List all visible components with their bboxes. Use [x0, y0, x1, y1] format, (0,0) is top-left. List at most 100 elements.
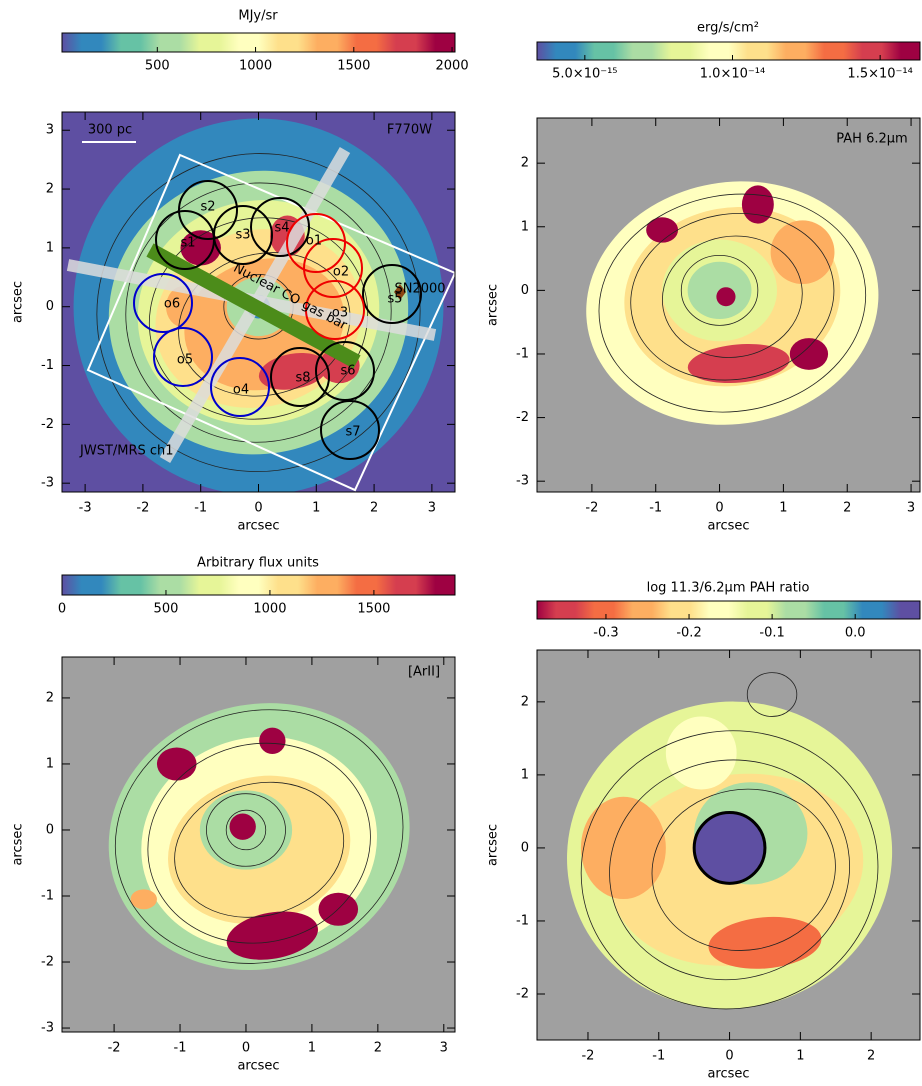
map-region: [226, 911, 318, 960]
colorbar-tick-label: 500: [154, 602, 179, 617]
contour: [680, 254, 759, 326]
y-tick-label: -1: [516, 346, 529, 361]
map-region: [580, 796, 666, 900]
colorbar: [536, 600, 921, 620]
x-axis-label: arcsec: [707, 1067, 749, 1082]
x-tick-label: -2: [108, 1041, 121, 1056]
y-axis-label: arcsec: [486, 284, 501, 326]
y-axis-label: arcsec: [11, 281, 26, 323]
plot-frame: [61, 656, 456, 1033]
contour: [206, 793, 286, 867]
x-tick-label: -2: [581, 1049, 594, 1064]
colorbar-label: Arbitrary flux units: [197, 556, 319, 571]
x-tick-label: 1: [779, 501, 787, 516]
contour: [580, 730, 879, 1010]
colorbar-label: erg/s/cm²: [697, 21, 759, 36]
y-tick-label: 3: [46, 123, 54, 138]
map: [537, 118, 920, 492]
map-region: [665, 716, 737, 790]
x-tick-label: 2: [370, 501, 378, 516]
contour: [598, 193, 867, 413]
x-tick-label: 1: [796, 1049, 804, 1064]
map-region: [646, 217, 679, 243]
map-region: [156, 747, 197, 781]
colorbar-tick-label: 0: [58, 602, 66, 617]
y-axis-label: arcsec: [486, 824, 501, 866]
y-tick-label: 2: [46, 182, 54, 197]
x-tick-label: 2: [867, 1049, 875, 1064]
aperture: [210, 357, 270, 417]
y-tick-label: 1: [46, 240, 54, 255]
map-region: [259, 727, 286, 755]
annotation: o2: [333, 265, 349, 280]
map: [62, 657, 455, 1032]
colorbar: [536, 41, 921, 61]
annotation: F770W: [387, 123, 432, 138]
x-tick-label: 0: [254, 501, 262, 516]
map-region: [789, 338, 829, 370]
sn-marker: [394, 284, 406, 300]
annotation: o5: [177, 353, 193, 368]
x-tick-label: 1: [308, 1041, 316, 1056]
y-tick-label: 1: [46, 756, 54, 771]
colorbar-tick-label: 1.0×10⁻¹⁴: [700, 67, 765, 82]
aperture: [178, 180, 238, 240]
x-tick-label: -1: [174, 1041, 187, 1056]
colorbar-tick-label: -0.2: [676, 626, 701, 641]
aperture: [362, 264, 422, 324]
colorbar-tick-label: 1000: [253, 602, 286, 617]
contour: [746, 672, 798, 717]
map-region: [716, 287, 736, 307]
contour: [147, 742, 371, 944]
x-tick-label: 2: [374, 1041, 382, 1056]
annotation: PAH 6.2μm: [836, 132, 907, 147]
aperture: [320, 400, 380, 460]
slit-box: [86, 153, 455, 492]
colorbar-label: MJy/sr: [238, 9, 278, 24]
colorbar: [61, 32, 456, 53]
y-tick-label: -3: [516, 474, 529, 489]
colorbar-tick-label: -0.1: [759, 626, 784, 641]
map-region: [741, 185, 774, 224]
colorbar-tick-label: 1000: [239, 59, 272, 74]
y-tick-label: -1: [516, 913, 529, 928]
contour: [661, 235, 803, 358]
x-tick-label: 0: [242, 1041, 250, 1056]
colorbar-tick-label: 0.0: [845, 626, 866, 641]
annotation: 300 pc: [88, 123, 132, 138]
annotation: s3: [235, 228, 250, 243]
x-tick-label: 0: [715, 501, 723, 516]
colorbar-tick-label: -0.3: [593, 626, 618, 641]
x-tick-label: 3: [428, 501, 436, 516]
x-axis-label: arcsec: [237, 519, 279, 534]
map-region: [708, 916, 822, 969]
annotation: o1: [306, 234, 322, 249]
y-tick-label: -2: [516, 410, 529, 425]
annotation: o3: [332, 306, 348, 321]
x-tick-label: -2: [585, 501, 598, 516]
x-tick-label: 2: [843, 501, 851, 516]
annotation: s1: [180, 236, 195, 251]
x-tick-label: -1: [194, 501, 207, 516]
y-axis-label: arcsec: [11, 823, 26, 865]
contour: [148, 217, 369, 420]
x-tick-label: 3: [907, 501, 915, 516]
aperture: [315, 341, 375, 401]
colorbar-tick-label: 500: [145, 59, 170, 74]
contour: [174, 781, 345, 918]
aperture: [303, 238, 363, 298]
map-region: [770, 220, 835, 285]
y-tick-label: -3: [41, 1021, 54, 1036]
x-tick-label: 1: [312, 501, 320, 516]
annotation: o6: [164, 297, 180, 312]
y-tick-label: 2: [521, 156, 529, 171]
contour: [178, 252, 351, 397]
y-tick-label: -2: [41, 955, 54, 970]
y-tick-label: -1: [41, 358, 54, 373]
annotation: s6: [340, 364, 355, 379]
y-tick-label: -3: [41, 476, 54, 491]
annotation: o4: [233, 383, 249, 398]
annotation: s4: [274, 221, 289, 236]
y-tick-label: 2: [521, 694, 529, 709]
